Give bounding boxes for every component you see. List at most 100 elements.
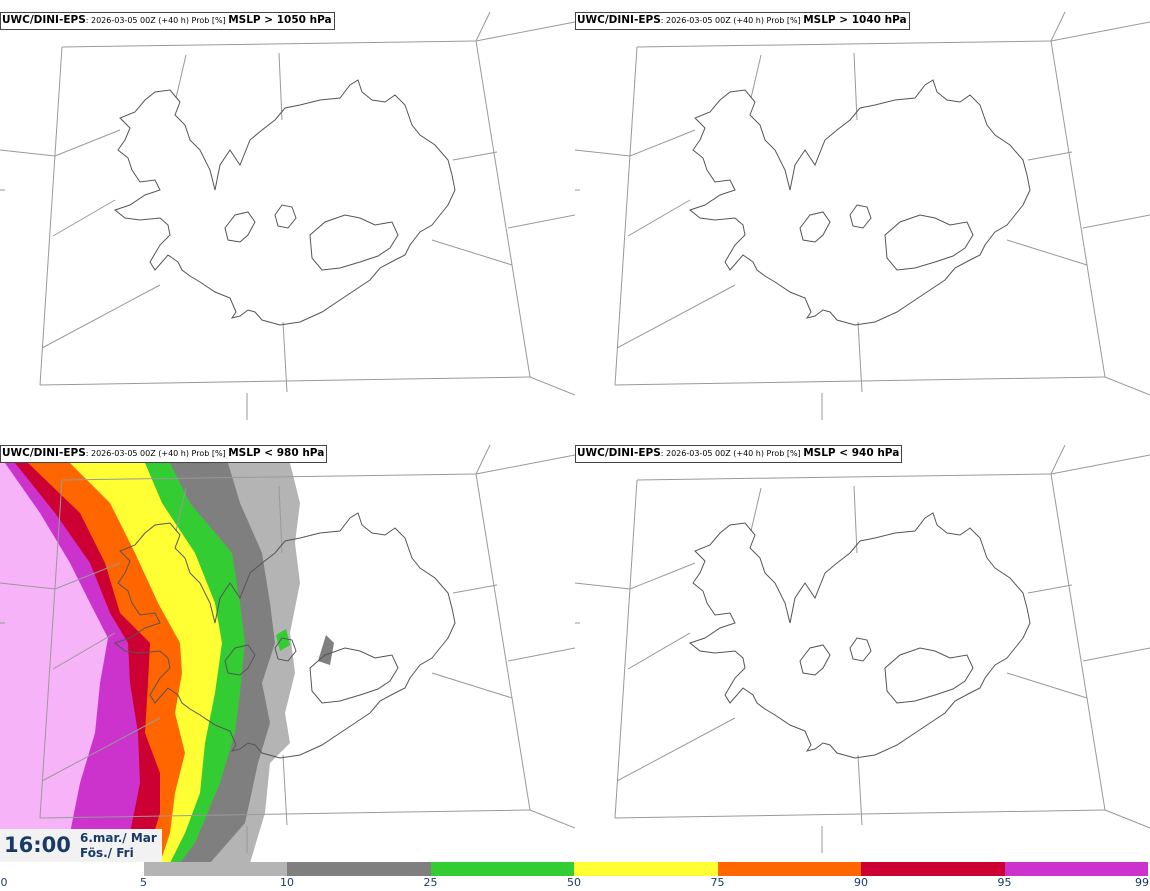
panel-title: UWC/DINI-EPS: 2026-03-05 00Z (+40 h) Pro…: [0, 12, 335, 30]
map-gridline: [1082, 647, 1150, 662]
panel-title: UWC/DINI-EPS: 2026-03-05 00Z (+40 h) Pro…: [0, 445, 328, 463]
valid-time-day: Fös./ Fri: [80, 846, 134, 860]
map-panel-mslp-gt-1050: UWC/DINI-EPS: 2026-03-05 00Z (+40 h) Pro…: [0, 0, 575, 430]
map-gridline: [41, 717, 161, 782]
iceland-coastline: [309, 647, 399, 704]
iceland-coastline: [274, 637, 297, 662]
map-gridline: [616, 284, 736, 349]
iceland-coastline: [113, 79, 456, 326]
map-gridline: [750, 487, 762, 532]
map-gridline: [1050, 454, 1150, 475]
map-gridline: [750, 54, 762, 99]
legend-color-segment: [574, 862, 718, 876]
map-gridline: [431, 239, 513, 266]
valid-time-clock: 16:00: [4, 833, 71, 857]
map-gridline: [175, 54, 187, 99]
map-gridline: [39, 46, 63, 386]
legend-tick-label: 75: [710, 876, 725, 889]
valid-time-box: 16:00 6.mar./ Mar Fös./ Fri: [0, 829, 162, 862]
map-gridline: [52, 199, 116, 237]
map-gridline: [475, 11, 491, 42]
iceland-coastline: [799, 211, 831, 243]
iceland-coastline: [849, 637, 872, 662]
legend-tick-label: 95: [997, 876, 1012, 889]
map-gridline: [1050, 11, 1066, 42]
map-gridline: [41, 284, 161, 349]
map-gridline: [1050, 473, 1106, 811]
map-gridline: [1050, 444, 1066, 475]
legend-tick-label: 25: [423, 876, 438, 889]
iceland-coastline: [688, 79, 1031, 326]
map-gridline: [39, 376, 531, 386]
map-gridline: [175, 487, 187, 532]
map-gridline: [507, 214, 575, 229]
map-gridline: [636, 473, 1052, 481]
iceland-map: [0, 11, 575, 420]
iceland-map: [575, 11, 1150, 420]
legend-tick-label: 10: [280, 876, 294, 889]
map-gridline: [614, 479, 638, 819]
map-gridline: [475, 444, 491, 475]
map-gridline: [431, 672, 513, 699]
map-gridline: [529, 809, 575, 829]
map-gridline: [627, 632, 691, 670]
map-gridline: [1104, 376, 1150, 396]
iceland-coastline: [224, 644, 256, 676]
map-gridline: [39, 809, 531, 819]
map-gridline: [529, 376, 575, 396]
map-gridline: [1006, 239, 1088, 266]
iceland-coastline: [688, 512, 1031, 759]
legend-tick-label: 50: [567, 876, 581, 889]
legend-color-segment: [430, 862, 574, 876]
legend-color-segment: [0, 862, 144, 876]
panel-title: UWC/DINI-EPS: 2026-03-05 00Z (+40 h) Pro…: [575, 445, 903, 463]
map-panel-mslp-lt-980: UWC/DINI-EPS: 2026-03-05 00Z (+40 h) Pro…: [0, 433, 575, 863]
map-gridline: [614, 376, 1106, 386]
map-gridline: [61, 473, 477, 481]
map-gridline: [61, 40, 477, 48]
map-gridline: [39, 479, 63, 819]
iceland-coastline: [884, 647, 974, 704]
map-gridline: [1050, 40, 1106, 378]
legend-tick-label: 90: [854, 876, 868, 889]
probability-colorbar: 0 5 10 25 50 75 90 95 99: [0, 862, 1150, 891]
map-gridline: [575, 129, 696, 157]
iceland-coastline: [799, 644, 831, 676]
map-gridline: [475, 473, 531, 811]
map-panel-mslp-gt-1040: UWC/DINI-EPS: 2026-03-05 00Z (+40 h) Pro…: [575, 0, 1150, 430]
map-gridline: [0, 129, 121, 157]
map-gridline: [627, 199, 691, 237]
map-gridline: [636, 40, 1052, 48]
iceland-map: [0, 444, 575, 863]
map-gridline: [278, 485, 283, 554]
panel-title: UWC/DINI-EPS: 2026-03-05 00Z (+40 h) Pro…: [575, 12, 910, 30]
map-gridline: [452, 151, 498, 161]
map-gridline: [278, 52, 283, 121]
map-gridline: [1082, 214, 1150, 229]
iceland-coastline: [113, 512, 456, 759]
map-gridline: [857, 321, 863, 393]
map-gridline: [1027, 151, 1073, 161]
map-panel-mslp-lt-940: UWC/DINI-EPS: 2026-03-05 00Z (+40 h) Pro…: [575, 433, 1150, 863]
map-gridline: [616, 717, 736, 782]
map-gridline: [475, 21, 575, 42]
legend-color-segment: [861, 862, 1005, 876]
map-gridline: [853, 485, 858, 554]
map-gridline: [475, 454, 575, 475]
map-gridline: [0, 562, 121, 590]
map-gridline: [282, 754, 288, 826]
map-gridline: [857, 754, 863, 826]
map-gridline: [575, 562, 696, 590]
map-gridline: [282, 321, 288, 393]
iceland-map: [575, 444, 1150, 853]
legend-color-segment: [717, 862, 861, 876]
iceland-coastline: [224, 211, 256, 243]
legend-tick-label: 5: [140, 876, 147, 889]
iceland-coastline: [274, 204, 297, 229]
iceland-coastline: [309, 214, 399, 271]
legend-color-segment: [1004, 862, 1148, 876]
map-gridline: [52, 632, 116, 670]
map-gridline: [1050, 21, 1150, 42]
map-gridline: [1006, 672, 1088, 699]
map-gridline: [507, 647, 575, 662]
